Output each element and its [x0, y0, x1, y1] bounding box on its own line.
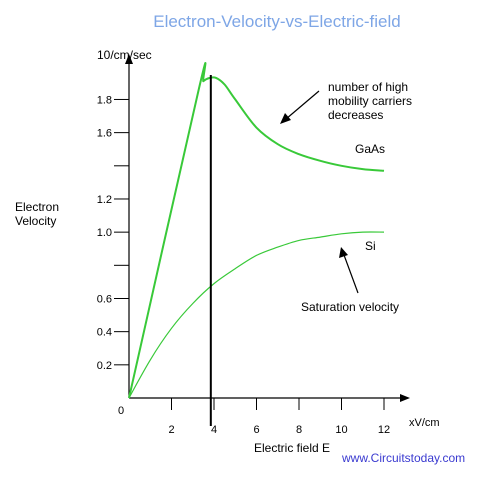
chart-title: Electron-Velocity-vs-Electric-field — [153, 12, 401, 31]
annotation-line3: decreases — [328, 108, 383, 122]
series-group — [128, 61, 385, 399]
series-label-gaas: GaAs — [355, 142, 385, 156]
axes — [125, 54, 410, 402]
x-tick-label: 8 — [296, 424, 302, 436]
annotation-line2: mobility carriers — [328, 94, 412, 108]
y-axis-arrow — [125, 54, 133, 64]
annotation-line1: number of high — [328, 80, 408, 94]
series-label-si: Si — [365, 239, 376, 253]
annotation-arrow-line-carriers — [285, 90, 320, 120]
y-axis-label-line1: Electron — [15, 200, 59, 214]
site-link[interactable]: www.Circuitstoday.com — [341, 451, 465, 465]
y-tick-label: 0.6 — [97, 293, 112, 305]
x-unit-label: xV/cm — [409, 417, 440, 429]
annotation-arrowhead-carriers — [280, 113, 291, 124]
annotation-arrowhead-saturation — [339, 247, 348, 258]
y-tick-label: 1.6 — [97, 128, 112, 140]
series-line-si — [128, 231, 385, 399]
x-tick-label: 6 — [253, 424, 259, 436]
origin-label: 0 — [118, 405, 124, 417]
y-tick-label: 1.8 — [97, 94, 112, 106]
annotation-arrow-line-saturation — [343, 254, 359, 294]
y-tick-label: 0.4 — [97, 327, 112, 339]
x-tick-label: 12 — [378, 424, 390, 436]
x-tick-label: 2 — [168, 424, 174, 436]
ticks: 0.2 0.4 0.6 1.0 1.2 1.6 1.8 2 4 6 8 10 12 — [97, 94, 390, 436]
y-unit-label: 10/cm/sec — [97, 48, 152, 62]
x-tick-label: 4 — [211, 424, 217, 436]
annotation-saturation: Saturation velocity — [301, 300, 399, 314]
x-tick-label: 10 — [335, 424, 347, 436]
y-tick-label: 1.2 — [97, 194, 112, 206]
series-line-gaas — [128, 61, 385, 399]
x-axis-arrow — [400, 394, 410, 402]
x-axis-label: Electric field E — [254, 441, 330, 455]
y-axis-label-line2: Velocity — [15, 214, 56, 228]
y-tick-label: 0.2 — [97, 360, 112, 372]
y-tick-label: 1.0 — [97, 227, 112, 239]
